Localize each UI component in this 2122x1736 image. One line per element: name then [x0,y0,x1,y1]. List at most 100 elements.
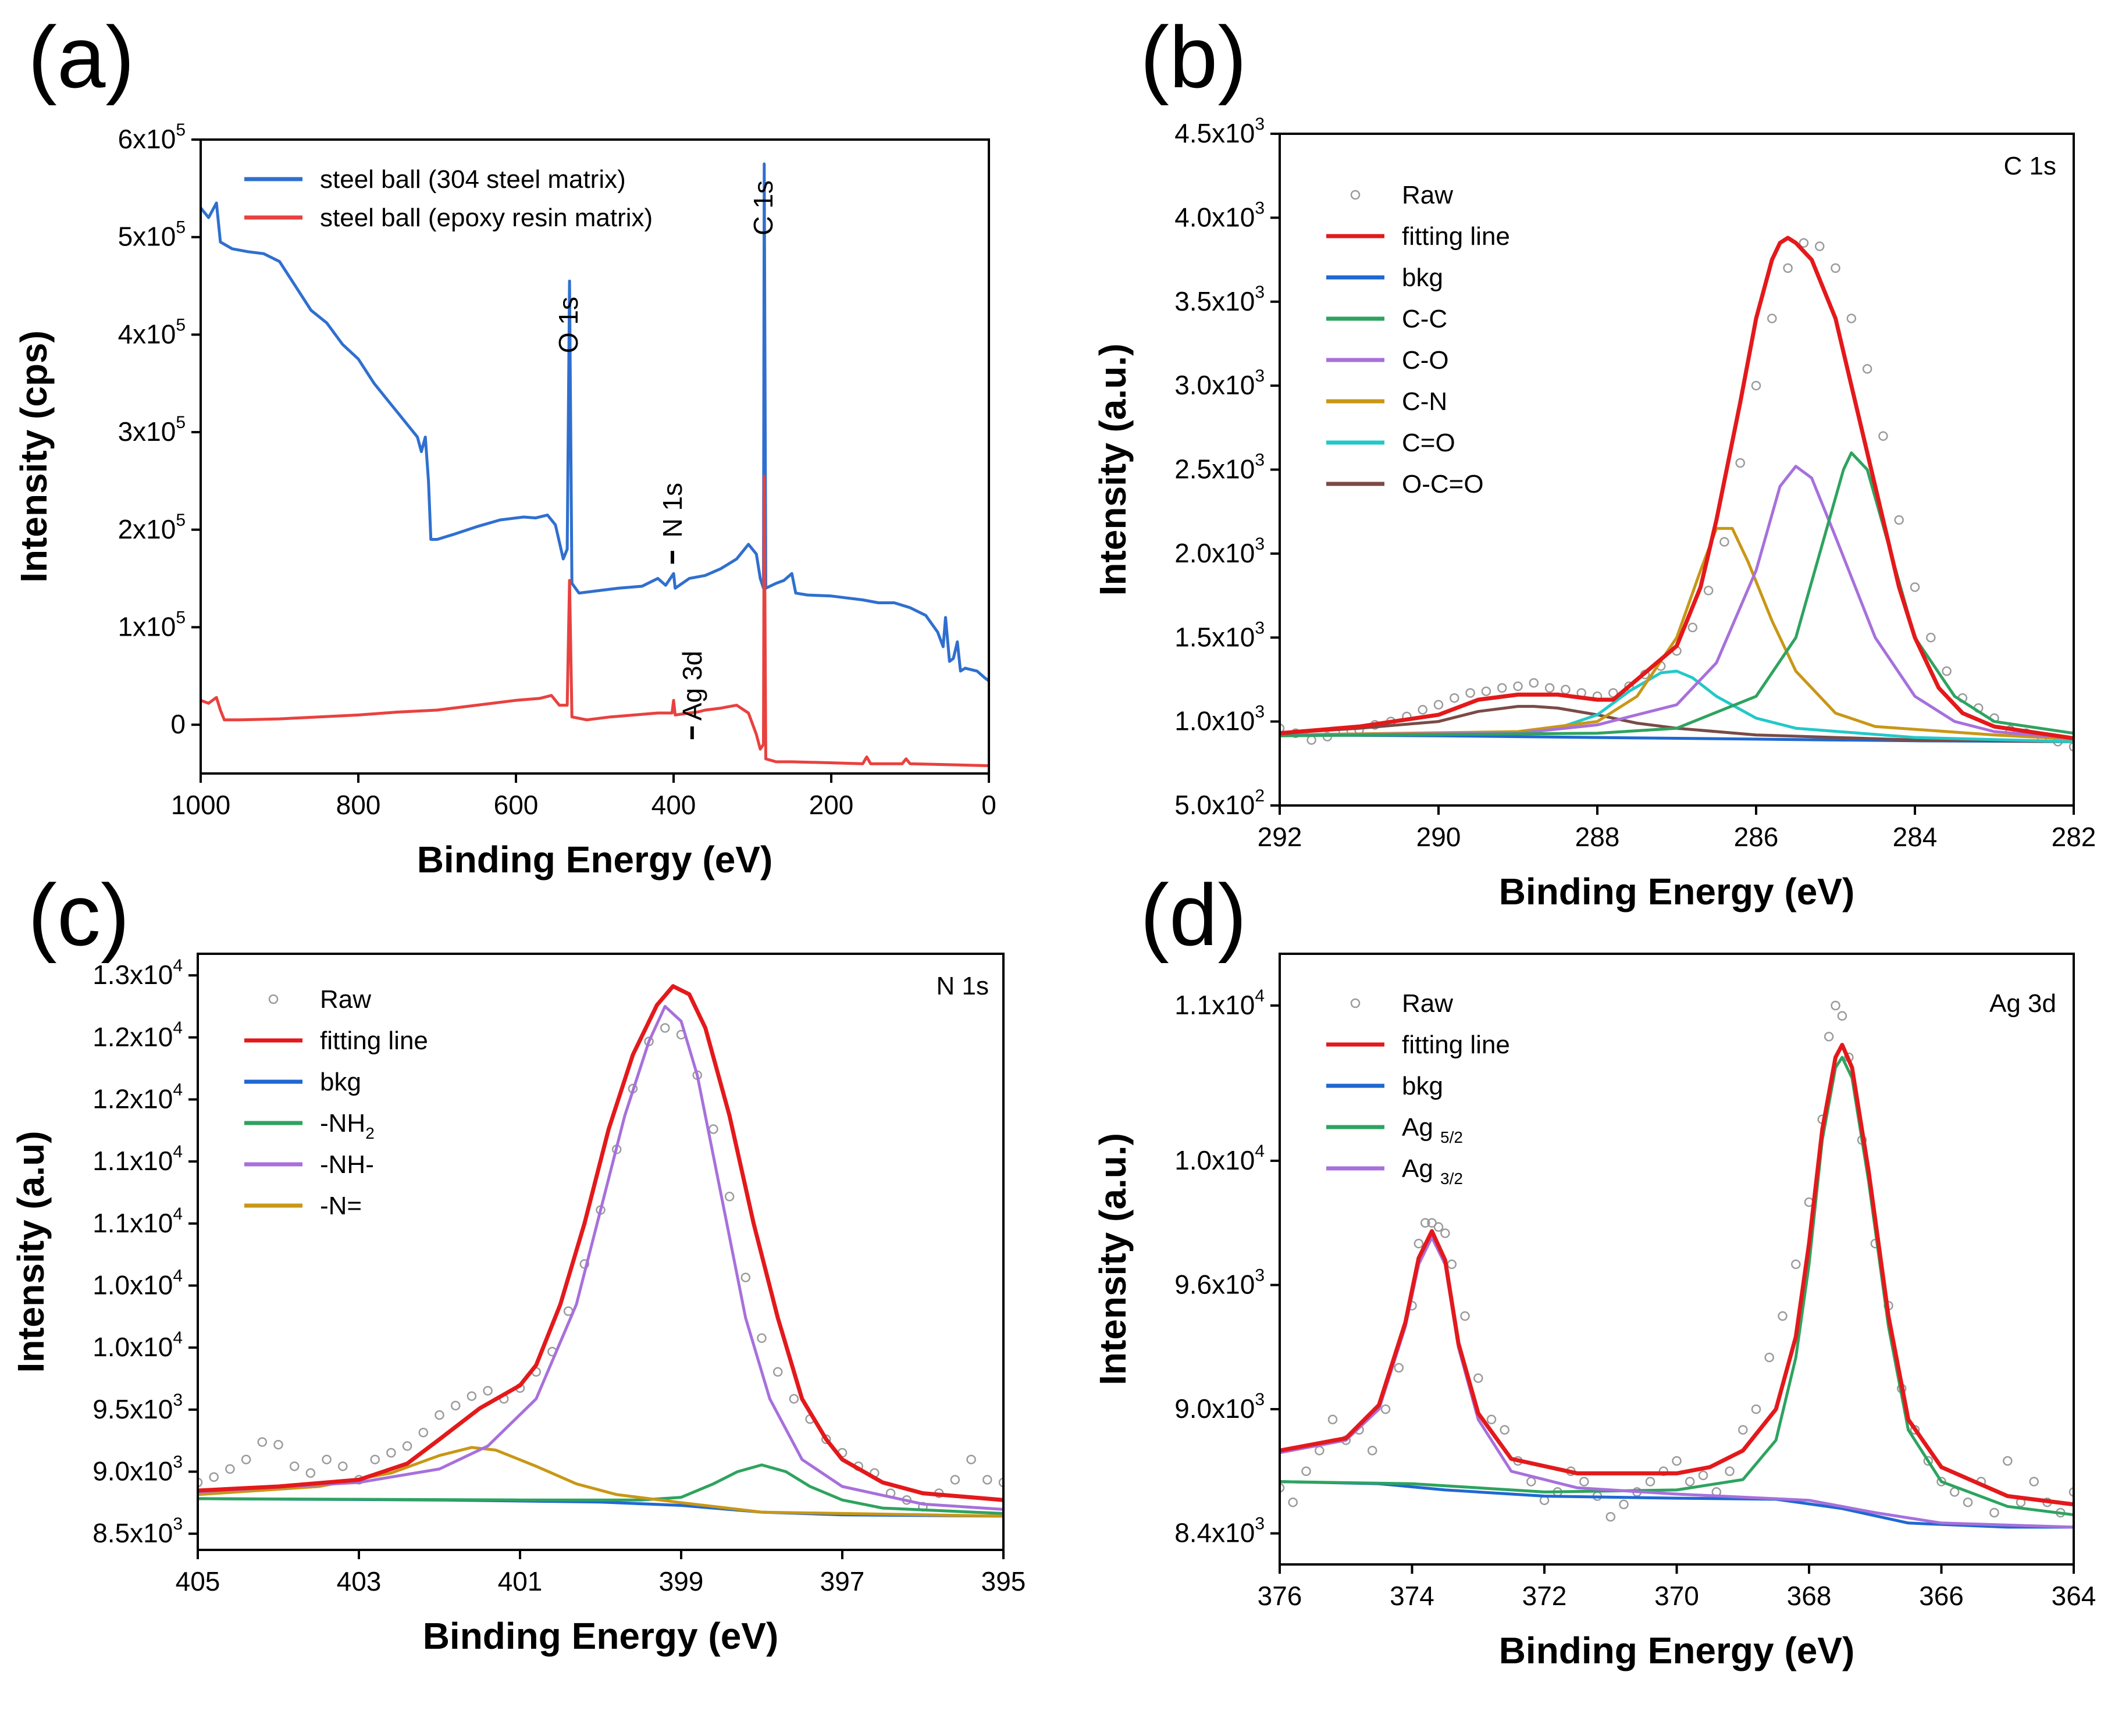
y-tick-exponent: 5 [176,511,186,530]
raw-data-point [386,1448,396,1458]
y-tick-label: 1x105 [118,608,186,641]
raw-data-point [982,1475,992,1485]
y-tick-exponent: 3 [1255,1390,1265,1409]
y-tick-exponent: 2 [1255,786,1265,805]
y-tick-label: 1.0x104 [92,1328,183,1362]
y-tick-label: 8.4x103 [1174,1514,1265,1548]
plot-frame [197,953,1005,1551]
panel-inset-title: C 1s [2004,152,2056,180]
raw-data-point [1862,364,1872,374]
panel-letter: (d) [1140,866,1247,964]
raw-data-point [1433,700,1444,710]
raw-data-point [1605,1512,1616,1522]
x-tick-label: 286 [1734,822,1779,852]
raw-data-point [1894,515,1904,525]
raw-data-point [1698,1470,1708,1481]
y-tick-label: 9.0x103 [1174,1390,1265,1424]
raw-data-point [1738,1425,1748,1435]
raw-data-point [225,1464,235,1474]
series-line-fitting-line [1280,236,2074,740]
raw-data-point [209,1472,219,1482]
x-axis-title: Binding Energy (eV) [1499,871,1855,912]
raw-data-point [2003,1456,2013,1466]
x-tick-label: 368 [1787,1581,1832,1611]
y-tick-exponent: 3 [173,1452,183,1471]
raw-data-point [1799,238,1809,248]
raw-data-point [772,1367,783,1377]
legend-label: Ag 3/2 [1402,1154,1463,1188]
y-axis-title: Intensity (a.u) [10,1131,52,1373]
y-tick-label: 2.5x103 [1174,451,1265,484]
y-tick-label: 1.3x104 [92,956,183,990]
panel-letter: (b) [1140,8,1247,106]
y-tick-exponent: 3 [1255,1266,1265,1285]
y-tick-exponent: 3 [1255,115,1265,134]
y-tick-label: 2.0x103 [1174,534,1265,568]
peak-annotation-ag-3d: Ag 3d [677,651,707,721]
raw-data-point [1460,1311,1470,1321]
raw-data-point [257,1437,268,1447]
raw-data-point [338,1461,348,1471]
x-tick-label: 374 [1390,1581,1434,1611]
y-tick-label: 1.0x104 [1174,1142,1265,1175]
x-axis-title: Binding Energy (eV) [423,1615,779,1657]
legend-label: bkg [1402,263,1443,292]
y-tick-exponent: 5 [176,218,186,237]
raw-data-point [1473,1373,1483,1383]
raw-data-point [1685,1477,1695,1487]
raw-data-point [370,1455,380,1464]
raw-data-point [322,1455,332,1464]
raw-data-point [1427,1218,1437,1228]
y-tick-label: 8.5x103 [92,1514,183,1548]
raw-data-point [708,1124,718,1134]
raw-data-point [483,1386,493,1396]
raw-data-point [1544,683,1555,693]
plot-area [198,984,1003,1518]
panel-b: (b) 292 290 288 286 284 282 5.0x102 1.0x103 1.5x1… [1092,8,2096,912]
y-axis-title: Intensity (a.u.) [1092,344,1134,596]
x-axis-title: Binding Energy (eV) [1499,1630,1855,1671]
peak-annotation-c-1s: C 1s [748,180,778,236]
raw-data-point [435,1410,444,1420]
x-tick-label: 399 [659,1566,704,1596]
y-tick-exponent: 4 [173,1266,183,1285]
legend-label: steel ball (epoxy resin matrix) [320,204,653,232]
y-tick-label: 9.5x103 [92,1391,183,1424]
legend-label: C-N [1402,387,1447,416]
legend-label: Raw [1402,181,1453,209]
raw-data-point [1764,1352,1774,1363]
series-line-nh [198,1004,1003,1511]
x-tick-label: 397 [820,1566,865,1596]
raw-data-point [1450,693,1459,703]
y-tick-label: 2x105 [118,511,186,544]
panel-letter: (a) [28,8,134,106]
raw-data-point [450,1400,461,1411]
raw-data-point [1447,1259,1457,1270]
raw-data-point [1465,688,1475,698]
y-tick-label: 1.0x103 [1174,703,1265,736]
raw-data-point [740,1272,751,1282]
x-tick-label: 370 [1654,1581,1699,1611]
raw-data-point [418,1427,429,1438]
raw-data-point [821,1434,831,1445]
series-line-bkg [1280,1480,2074,1529]
raw-data-point [1672,1456,1682,1466]
panel-letter: (c) [28,866,130,964]
legend-label: bkg [1402,1072,1443,1100]
y-tick-label: 0 [170,709,186,739]
x-tick-label: 288 [1575,822,1620,852]
raw-data-point [1963,1497,1973,1507]
x-tick-label: 403 [337,1566,382,1596]
raw-data-point [1687,622,1698,633]
y-tick-label: 1.1x104 [92,1142,183,1176]
peak-annotation-o-1s: O 1s [553,297,583,353]
legend-label: O-C=O [1402,470,1484,498]
raw-data-point [1288,1497,1298,1507]
legend-label: C-C [1402,305,1447,333]
x-tick-label: 800 [336,790,381,820]
raw-data-point [1645,1477,1655,1487]
y-tick-exponent: 4 [173,1018,183,1038]
x-axis-title: Binding Energy (eV) [417,839,773,881]
series-line-nh2 [198,1463,1003,1515]
raw-data-point [1500,1425,1509,1435]
